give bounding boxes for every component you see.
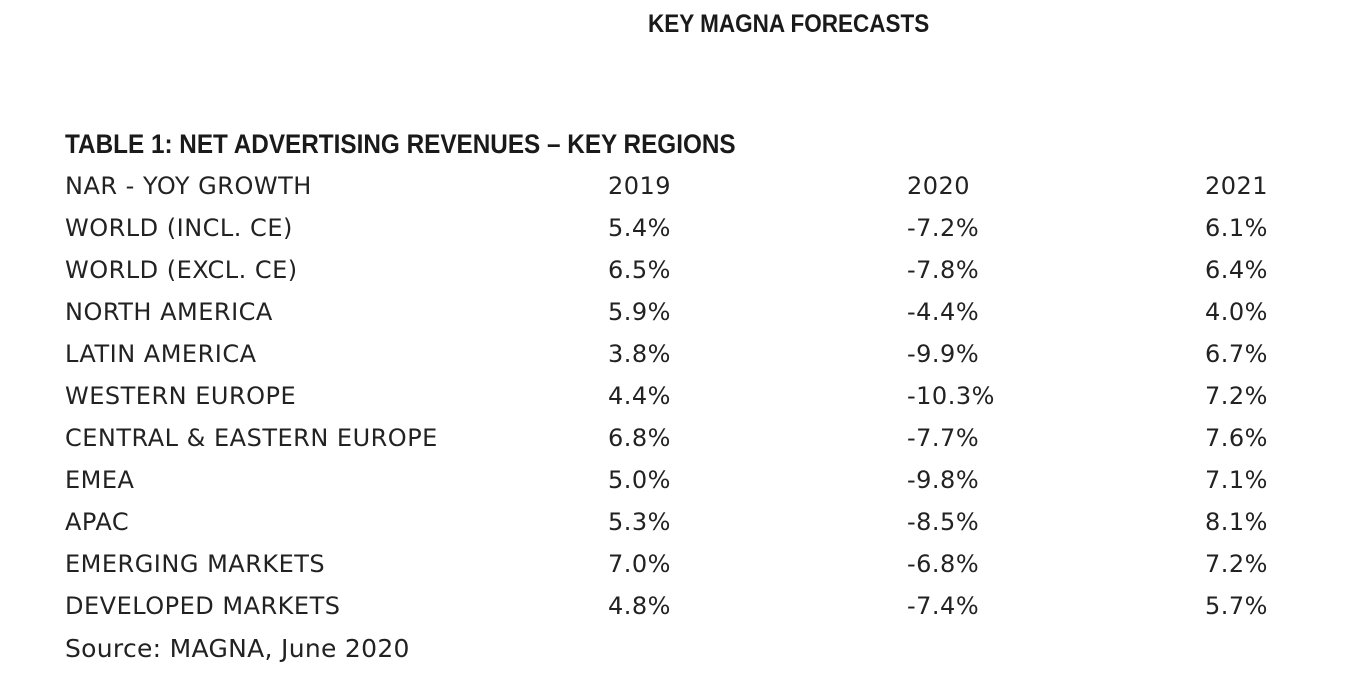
row-label: CENTRAL & EASTERN EUROPE — [65, 424, 438, 452]
row-value-2020: -7.4% — [907, 592, 980, 620]
row-value-2021: 6.7% — [1205, 340, 1268, 368]
row-value-2020: -10.3% — [907, 382, 995, 410]
row-value-2020: -7.8% — [907, 256, 980, 284]
row-value-2019: 3.8% — [608, 340, 671, 368]
row-value-2021: 4.0% — [1205, 298, 1268, 326]
row-value-2021: 8.1% — [1205, 508, 1268, 536]
row-label: APAC — [65, 508, 130, 536]
row-label: NORTH AMERICA — [65, 298, 273, 326]
row-value-2019: 6.8% — [608, 424, 671, 452]
page-title: KEY MAGNA FORECASTS — [648, 10, 930, 38]
row-label: EMERGING MARKETS — [65, 550, 326, 578]
table-title: TABLE 1: NET ADVERTISING REVENUES – KEY … — [65, 129, 736, 159]
row-value-2019: 4.8% — [608, 592, 671, 620]
row-value-2020: -7.2% — [907, 214, 980, 242]
header-year-2020: 2020 — [907, 172, 971, 200]
table-row: EMEA 5.0% -9.8% 7.1% — [65, 460, 1325, 502]
table-header-row: NAR - YOY GROWTH 2019 2020 2021 — [65, 166, 1325, 208]
row-value-2019: 5.9% — [608, 298, 671, 326]
header-label: NAR - YOY GROWTH — [65, 172, 312, 200]
row-label: LATIN AMERICA — [65, 340, 257, 368]
row-value-2021: 6.1% — [1205, 214, 1268, 242]
table-row: NORTH AMERICA 5.9% -4.4% 4.0% — [65, 292, 1325, 334]
row-value-2020: -6.8% — [907, 550, 980, 578]
row-value-2020: -8.5% — [907, 508, 980, 536]
table-row: DEVELOPED MARKETS 4.8% -7.4% 5.7% — [65, 586, 1325, 628]
row-label: EMEA — [65, 466, 135, 494]
row-value-2021: 7.1% — [1205, 466, 1268, 494]
table-row: CENTRAL & EASTERN EUROPE 6.8% -7.7% 7.6% — [65, 418, 1325, 460]
row-value-2021: 6.4% — [1205, 256, 1268, 284]
table-row: WESTERN EUROPE 4.4% -10.3% 7.2% — [65, 376, 1325, 418]
row-value-2020: -9.9% — [907, 340, 980, 368]
row-value-2019: 7.0% — [608, 550, 671, 578]
table-row: WORLD (INCL. CE) 5.4% -7.2% 6.1% — [65, 208, 1325, 250]
table-row: WORLD (EXCL. CE) 6.5% -7.8% 6.4% — [65, 250, 1325, 292]
header-year-2021: 2021 — [1205, 172, 1269, 200]
row-value-2021: 5.7% — [1205, 592, 1268, 620]
row-value-2019: 5.3% — [608, 508, 671, 536]
row-value-2019: 5.4% — [608, 214, 671, 242]
row-value-2020: -4.4% — [907, 298, 980, 326]
source-note: Source: MAGNA, June 2020 — [65, 634, 410, 663]
row-label: WORLD (EXCL. CE) — [65, 256, 298, 284]
row-label: WORLD (INCL. CE) — [65, 214, 293, 242]
table-row: APAC 5.3% -8.5% 8.1% — [65, 502, 1325, 544]
row-value-2021: 7.6% — [1205, 424, 1268, 452]
row-label: DEVELOPED MARKETS — [65, 592, 341, 620]
nar-growth-table: NAR - YOY GROWTH 2019 2020 2021 WORLD (I… — [65, 166, 1325, 628]
row-label: WESTERN EUROPE — [65, 382, 297, 410]
row-value-2019: 6.5% — [608, 256, 671, 284]
table-row: LATIN AMERICA 3.8% -9.9% 6.7% — [65, 334, 1325, 376]
row-value-2021: 7.2% — [1205, 550, 1268, 578]
row-value-2019: 4.4% — [608, 382, 671, 410]
row-value-2021: 7.2% — [1205, 382, 1268, 410]
row-value-2019: 5.0% — [608, 466, 671, 494]
table-row: EMERGING MARKETS 7.0% -6.8% 7.2% — [65, 544, 1325, 586]
header-year-2019: 2019 — [608, 172, 672, 200]
row-value-2020: -7.7% — [907, 424, 980, 452]
row-value-2020: -9.8% — [907, 466, 980, 494]
